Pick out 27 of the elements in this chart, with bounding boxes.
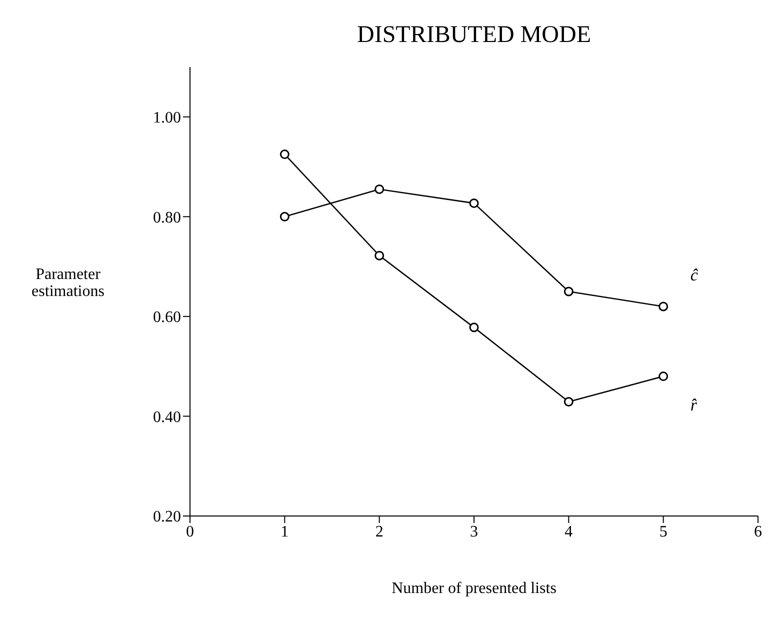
point: [469, 198, 479, 208]
x-tick-label: 4: [564, 523, 573, 540]
point: [564, 286, 574, 296]
point: [658, 372, 668, 382]
point: [469, 322, 479, 332]
x-tick-label: 0: [186, 523, 194, 540]
y-tick-label: 0.60: [153, 309, 181, 326]
point: [280, 150, 290, 160]
y-tick-label: 0.40: [153, 408, 181, 426]
point: [658, 302, 668, 312]
x-tick-label: 5: [659, 523, 668, 540]
x-tick-label: 3: [470, 523, 478, 540]
point: [564, 397, 574, 407]
x-tick-label: 6: [754, 523, 762, 540]
y-tick-label: 1.00: [153, 110, 181, 127]
point: [374, 250, 384, 260]
x-tick-label: 2: [375, 523, 384, 540]
chart-title: DISTRIBUTED MODE: [356, 22, 592, 49]
series-label: ĉ: [690, 265, 698, 284]
y-tick-label: 0.80: [153, 209, 181, 226]
series-label: r̂: [690, 395, 698, 414]
point: [374, 184, 384, 194]
point: [280, 212, 290, 222]
x-axis-title: Number of presented lists: [390, 580, 558, 598]
y-axis-title: Parameter estimations: [30, 266, 106, 300]
x-tick-label: 1: [280, 523, 289, 540]
y-tick-label: 0.20: [153, 508, 181, 526]
